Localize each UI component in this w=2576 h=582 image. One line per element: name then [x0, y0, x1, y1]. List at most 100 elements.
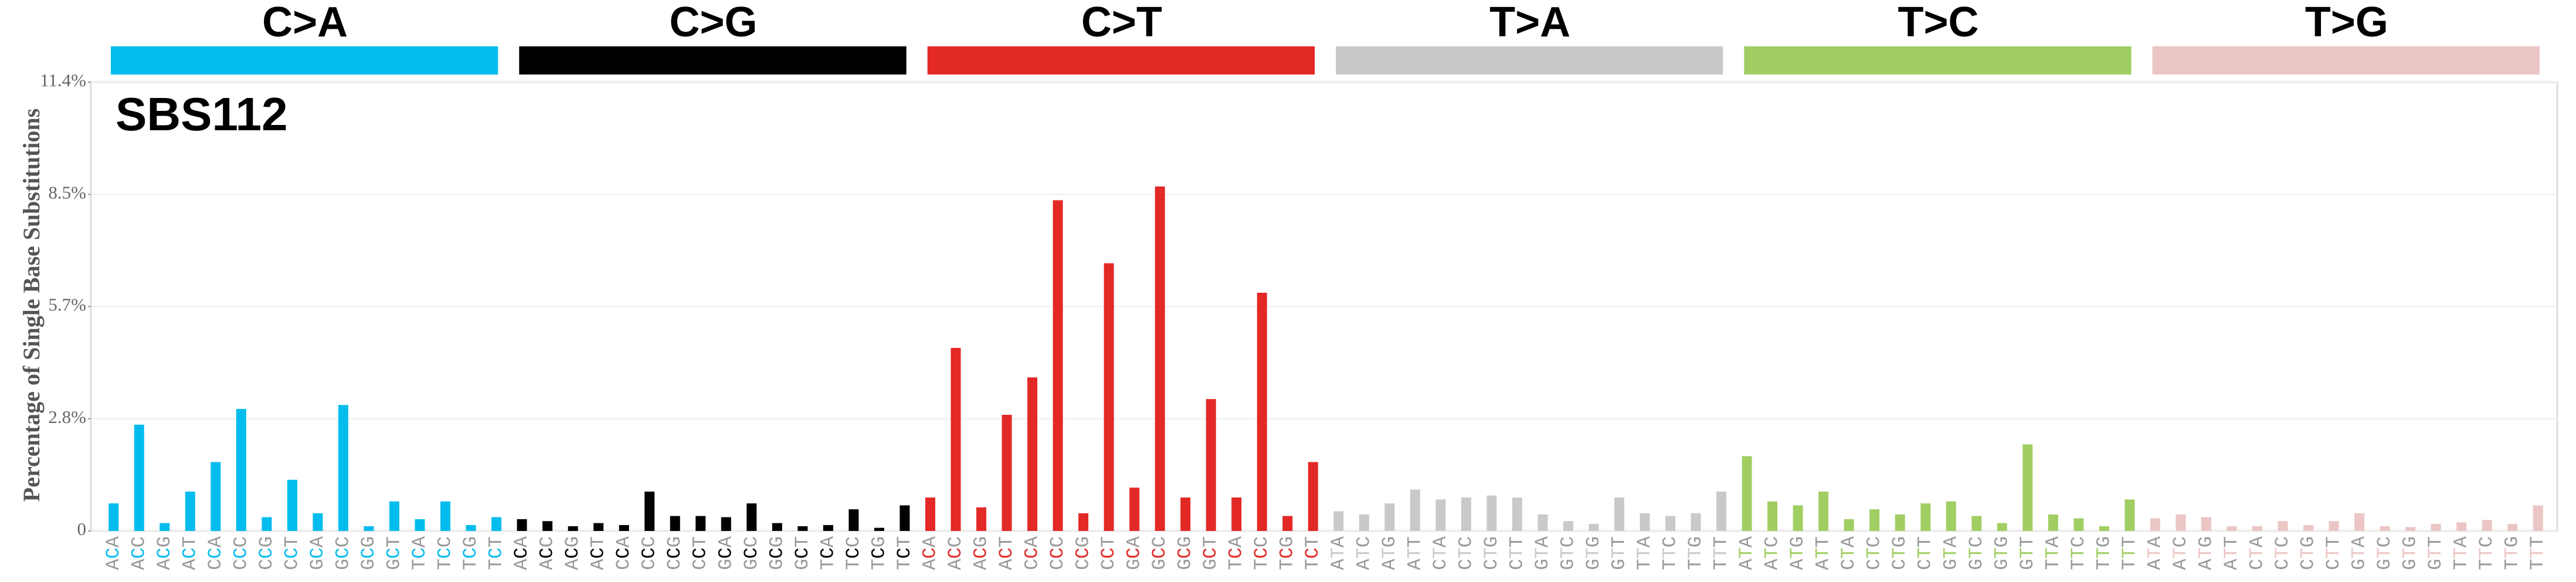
x-tick-label: TCT	[894, 536, 915, 570]
bar	[2303, 525, 2314, 531]
group-label: T>A	[1489, 0, 1570, 46]
bar	[797, 526, 808, 531]
x-tick-label: TTA	[2451, 536, 2472, 570]
y-tick-label: 11.4%	[40, 70, 86, 90]
x-tick-label: TTC	[2068, 536, 2089, 570]
x-tick-label: TTT	[2119, 536, 2140, 570]
x-tick-label: GCC	[1149, 536, 1171, 570]
x-tick-label: GTA	[2348, 536, 2370, 570]
x-tick-label: GTG	[1583, 536, 1604, 570]
x-tick-label: ACC	[945, 536, 966, 570]
x-tick-label: CTA	[2246, 536, 2268, 570]
x-tick-label: TCT	[486, 536, 507, 570]
x-tick-label: ATG	[1787, 536, 1809, 570]
bar	[619, 525, 629, 531]
bar	[2405, 527, 2416, 531]
bar	[1359, 514, 1369, 531]
bar	[517, 519, 527, 531]
x-tick-label: TCT	[1302, 536, 1324, 570]
bar	[1308, 462, 1318, 531]
x-tick-label: CTG	[2297, 536, 2319, 570]
bar	[1410, 489, 1420, 531]
bar	[1589, 523, 1599, 531]
bar	[2022, 444, 2033, 531]
x-tick-label: GCG	[766, 536, 788, 570]
x-tick-label: CTC	[1455, 536, 1477, 570]
x-tick-label: TTA	[2042, 536, 2064, 570]
bar	[1538, 514, 1548, 531]
bar	[1231, 497, 1242, 531]
x-tick-label: GTT	[2017, 536, 2038, 570]
group-bar	[519, 46, 907, 75]
bar	[1435, 499, 1446, 531]
bar	[542, 521, 553, 531]
bar	[338, 405, 348, 531]
bar	[2507, 523, 2518, 531]
y-tick-label: 5.7%	[48, 295, 86, 315]
x-tick-label: ATG	[2195, 536, 2217, 570]
bar	[236, 408, 246, 531]
x-tick-label: ATC	[1353, 536, 1375, 570]
x-tick-label: TCA	[1226, 536, 1247, 570]
bar	[2099, 526, 2109, 531]
bar	[1027, 377, 1038, 531]
x-tick-label: CTT	[1506, 536, 1528, 570]
y-tick-label: 8.5%	[48, 182, 86, 202]
bar	[2380, 526, 2390, 531]
x-tick-label: ATT	[1404, 536, 1426, 570]
bar	[823, 525, 833, 531]
group-label: C>G	[669, 0, 757, 46]
bar	[746, 503, 757, 531]
x-tick-label: ATA	[1328, 536, 1349, 570]
x-tick-label: CTT	[2323, 536, 2345, 570]
x-tick-label: ACT	[588, 536, 609, 570]
x-tick-label: CCT	[281, 536, 303, 570]
bar	[1563, 521, 1573, 531]
x-tick-label: TTG	[2093, 536, 2115, 570]
bar	[1844, 519, 1854, 531]
group-bar	[2152, 46, 2540, 75]
bar	[568, 526, 578, 531]
bar	[1155, 186, 1165, 531]
bar	[1946, 501, 1956, 531]
x-tick-label: TTC	[1659, 536, 1681, 570]
bar	[1818, 491, 1829, 531]
bar	[1512, 497, 1522, 531]
bar	[1614, 497, 1624, 531]
bar	[364, 526, 374, 531]
group-bar	[1336, 46, 1723, 75]
x-tick-label: GTA	[1532, 536, 1553, 570]
bar	[1691, 513, 1701, 531]
x-tick-label: GTG	[2399, 536, 2421, 570]
bar	[1257, 293, 1267, 531]
bar	[1333, 511, 1344, 531]
bar	[1002, 415, 1012, 531]
bar	[2329, 521, 2339, 531]
bar	[644, 491, 655, 531]
bar	[1282, 516, 1293, 531]
bar	[2533, 505, 2543, 531]
x-tick-label: CTG	[1889, 536, 1911, 570]
x-tick-label: CCG	[664, 536, 686, 570]
x-tick-label: GCC	[741, 536, 762, 570]
bar	[1206, 399, 1216, 531]
bar	[2431, 523, 2441, 531]
x-tick-label: CCG	[1073, 536, 1094, 570]
x-tick-label: GCC	[332, 536, 354, 570]
x-tick-label: TTA	[1634, 536, 1655, 570]
x-tick-label: ACA	[919, 536, 941, 570]
x-tick-label: GTA	[1940, 536, 1962, 570]
x-tick-label: TCG	[1277, 536, 1298, 570]
x-tick-label: GCA	[307, 536, 328, 570]
bar	[900, 505, 910, 531]
bar	[1640, 513, 1650, 531]
bar	[1486, 495, 1497, 531]
bar	[415, 519, 425, 531]
bar	[2354, 513, 2365, 531]
x-tick-label: CTT	[1915, 536, 1936, 570]
x-tick-label: TTC	[2476, 536, 2498, 570]
bar	[440, 501, 451, 531]
x-tick-label: TCC	[435, 536, 456, 570]
bar	[1742, 456, 1752, 531]
